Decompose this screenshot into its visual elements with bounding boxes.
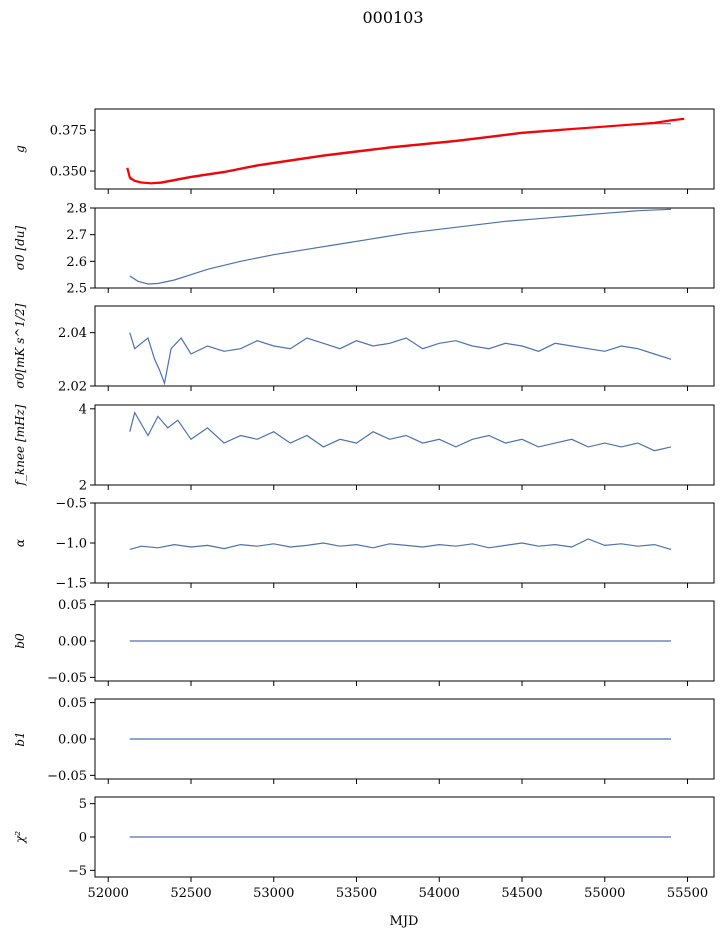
panel-1: 0.350 0.375 g <box>13 108 715 194</box>
series-line-2 <box>126 117 685 185</box>
axes-frame <box>94 305 715 387</box>
axes-frame <box>94 207 715 289</box>
x-tick-label: 54000 <box>419 886 460 901</box>
axes-frame <box>94 108 715 190</box>
panel-5: −1.5 −1.0 −0.5 α <box>13 497 715 592</box>
series-group <box>129 332 672 386</box>
y-tick-label: 2.6 <box>66 255 87 270</box>
x-tick-label: 52000 <box>88 886 129 901</box>
panel-2: 2.5 2.6 2.7 2.8 σ0 [du] <box>13 202 715 297</box>
series-group <box>129 538 672 550</box>
x-axis: 52000 52500 53000 53500 54000 54500 55000 55500 <box>88 886 709 901</box>
x-tick-label: 52500 <box>170 886 211 901</box>
y-axis-label: σ0[mK s^1/2] <box>13 303 27 388</box>
y-tick-label: 0.375 <box>50 124 87 139</box>
y-tick-label: 0 <box>79 831 87 846</box>
y-tick-label: 2 <box>79 479 87 494</box>
panel-6: −0.05 0.00 0.05 b0 <box>13 598 715 686</box>
y-axis-label: χ² <box>13 831 27 844</box>
series-line-1 <box>129 538 672 550</box>
y-axis-label: σ0 [du] <box>13 225 27 270</box>
panel-4: 2 4 f_knee [mHz] <box>13 402 715 494</box>
y-tick-label: 2.04 <box>58 326 87 341</box>
y-axis-label: b1 <box>13 731 27 746</box>
y-tick-label: −0.5 <box>55 497 87 512</box>
x-tick-label: 55500 <box>667 886 708 901</box>
x-axis-label: MJD <box>390 914 419 929</box>
y-tick-label: 2.5 <box>66 282 87 297</box>
y-tick-label: −1.5 <box>55 577 87 592</box>
y-tick-label: 0.05 <box>58 696 87 711</box>
series-group <box>129 411 672 452</box>
y-tick-label: −0.05 <box>47 769 87 784</box>
figure-title: 000103 <box>362 8 423 27</box>
series-line-1 <box>129 208 672 285</box>
panels: 0.350 0.375 g 2.5 2.6 2.7 2.8 σ0 [du] 2.02 2.04 σ0… <box>13 108 715 882</box>
axes-frame <box>94 404 715 486</box>
y-tick-label: 4 <box>79 402 87 417</box>
y-axis-label: b0 <box>13 633 27 649</box>
panel-8: −5 0 5 χ² <box>13 796 715 882</box>
x-tick-label: 53500 <box>336 886 377 901</box>
y-tick-label: −1.0 <box>55 537 87 552</box>
x-tick-label: 54500 <box>501 886 542 901</box>
y-tick-label: 5 <box>79 797 87 812</box>
y-tick-label: 0.05 <box>58 598 87 613</box>
y-tick-label: −0.05 <box>47 671 87 686</box>
y-tick-label: 0.350 <box>50 165 87 180</box>
y-axis-label: f_knee [mHz] <box>13 404 27 486</box>
y-tick-label: 2.02 <box>58 380 87 395</box>
y-tick-label: −5 <box>68 864 87 879</box>
panel-3: 2.02 2.04 σ0[mK s^1/2] <box>13 303 715 395</box>
axes-frame <box>94 502 715 584</box>
y-tick-label: 0.00 <box>58 635 87 650</box>
y-tick-label: 2.7 <box>66 228 87 243</box>
y-tick-label: 0.00 <box>58 733 87 748</box>
series-group <box>126 117 685 185</box>
series-group <box>129 208 672 285</box>
y-tick-label: 2.8 <box>66 202 87 217</box>
x-tick-label: 53000 <box>253 886 294 901</box>
series-line-1 <box>129 332 672 386</box>
series-line-1 <box>129 411 672 452</box>
x-tick-label: 55000 <box>584 886 625 901</box>
y-axis-label: α <box>13 539 27 547</box>
y-axis-label: g <box>13 145 27 153</box>
panel-7: −0.05 0.00 0.05 b1 <box>13 696 715 784</box>
